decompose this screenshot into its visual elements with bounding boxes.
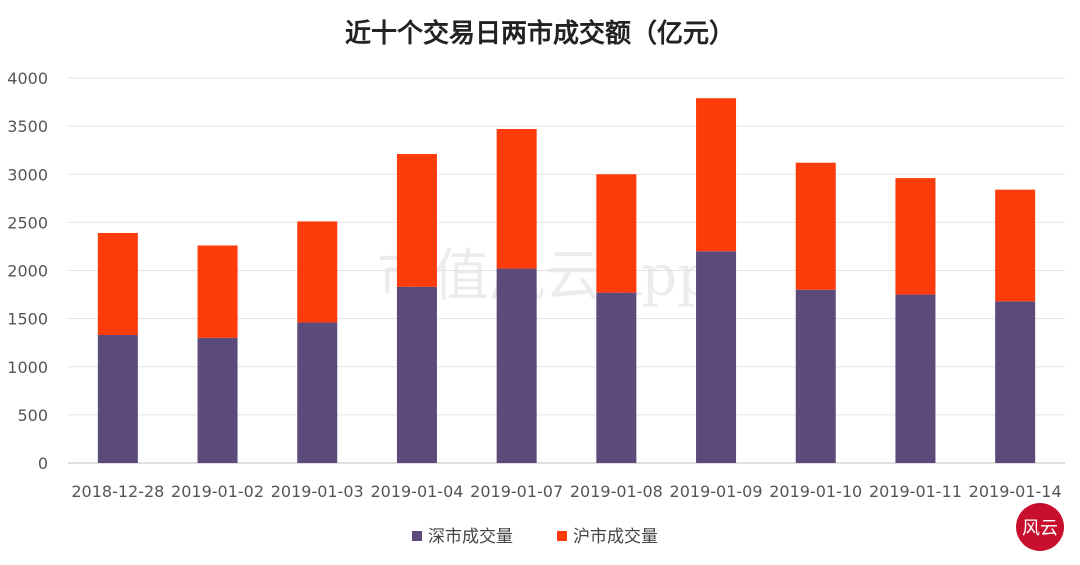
logo-text: 风云 (1022, 518, 1058, 539)
bar-shanghai-2019-01-02 (197, 245, 238, 338)
bar-shenzhen-2018-12-28 (97, 334, 138, 463)
bar-shenzhen-2019-01-03 (297, 322, 338, 463)
x-tick-label: 2019-01-11 (869, 482, 962, 501)
bar-shanghai-2019-01-09 (696, 98, 737, 252)
logo-circle (1016, 503, 1064, 551)
y-tick-label: 3000 (7, 165, 48, 184)
bar-shenzhen-2019-01-09 (696, 251, 737, 463)
x-tick-label: 2019-01-10 (769, 482, 862, 501)
legend-swatch (557, 531, 567, 541)
x-tick-label: 2019-01-02 (171, 482, 264, 501)
x-tick-label: 2019-01-08 (570, 482, 663, 501)
x-tick-label: 2019-01-14 (969, 482, 1062, 501)
bar-shanghai-2019-01-03 (297, 221, 338, 323)
y-tick-label: 4000 (7, 69, 48, 88)
bar-shanghai-2019-01-14 (995, 189, 1036, 302)
bar-shanghai-2019-01-11 (895, 178, 936, 295)
x-tick-label: 2018-12-28 (71, 482, 164, 501)
y-tick-label: 3500 (7, 117, 48, 136)
bar-shenzhen-2019-01-08 (596, 292, 637, 463)
x-tick-label: 2019-01-07 (470, 482, 563, 501)
legend: 深市成交量 沪市成交量 (412, 527, 658, 547)
y-tick-label: 500 (17, 406, 48, 425)
legend-label: 深市成交量 (428, 527, 513, 547)
y-tick-label: 2500 (7, 213, 48, 232)
legend-swatch (412, 531, 422, 541)
y-axis: 0 500 1000 1500 2000 2500 3000 3500 4000 (7, 69, 48, 473)
y-tick-label: 1000 (7, 358, 48, 377)
bar-shenzhen-2019-01-10 (795, 289, 836, 463)
bar-shenzhen-2019-01-11 (895, 294, 936, 463)
bar-shanghai-2019-01-07 (496, 129, 537, 269)
y-tick-label: 0 (38, 454, 48, 473)
bar-shanghai-2019-01-08 (596, 174, 637, 293)
bars (97, 98, 1036, 463)
bar-shenzhen-2019-01-02 (197, 337, 238, 463)
bar-shanghai-2019-01-10 (795, 162, 836, 290)
bar-shenzhen-2019-01-04 (396, 286, 437, 463)
bar-shenzhen-2019-01-14 (995, 301, 1036, 463)
x-tick-label: 2019-01-04 (370, 482, 463, 501)
x-tick-label: 2019-01-03 (271, 482, 364, 501)
bar-shanghai-2018-12-28 (97, 232, 138, 335)
brand-logo: 风云 (1016, 503, 1064, 551)
bar-shanghai-2019-01-04 (396, 154, 437, 287)
legend-label: 沪市成交量 (573, 527, 658, 547)
y-tick-label: 2000 (7, 262, 48, 281)
bar-shenzhen-2019-01-07 (496, 268, 537, 463)
chart-title: 近十个交易日两市成交额（亿元） (345, 18, 735, 49)
x-tick-label: 2019-01-09 (670, 482, 763, 501)
y-tick-label: 1500 (7, 310, 48, 329)
x-axis: 2018-12-28 2019-01-02 2019-01-03 2019-01-04… (71, 482, 1061, 501)
